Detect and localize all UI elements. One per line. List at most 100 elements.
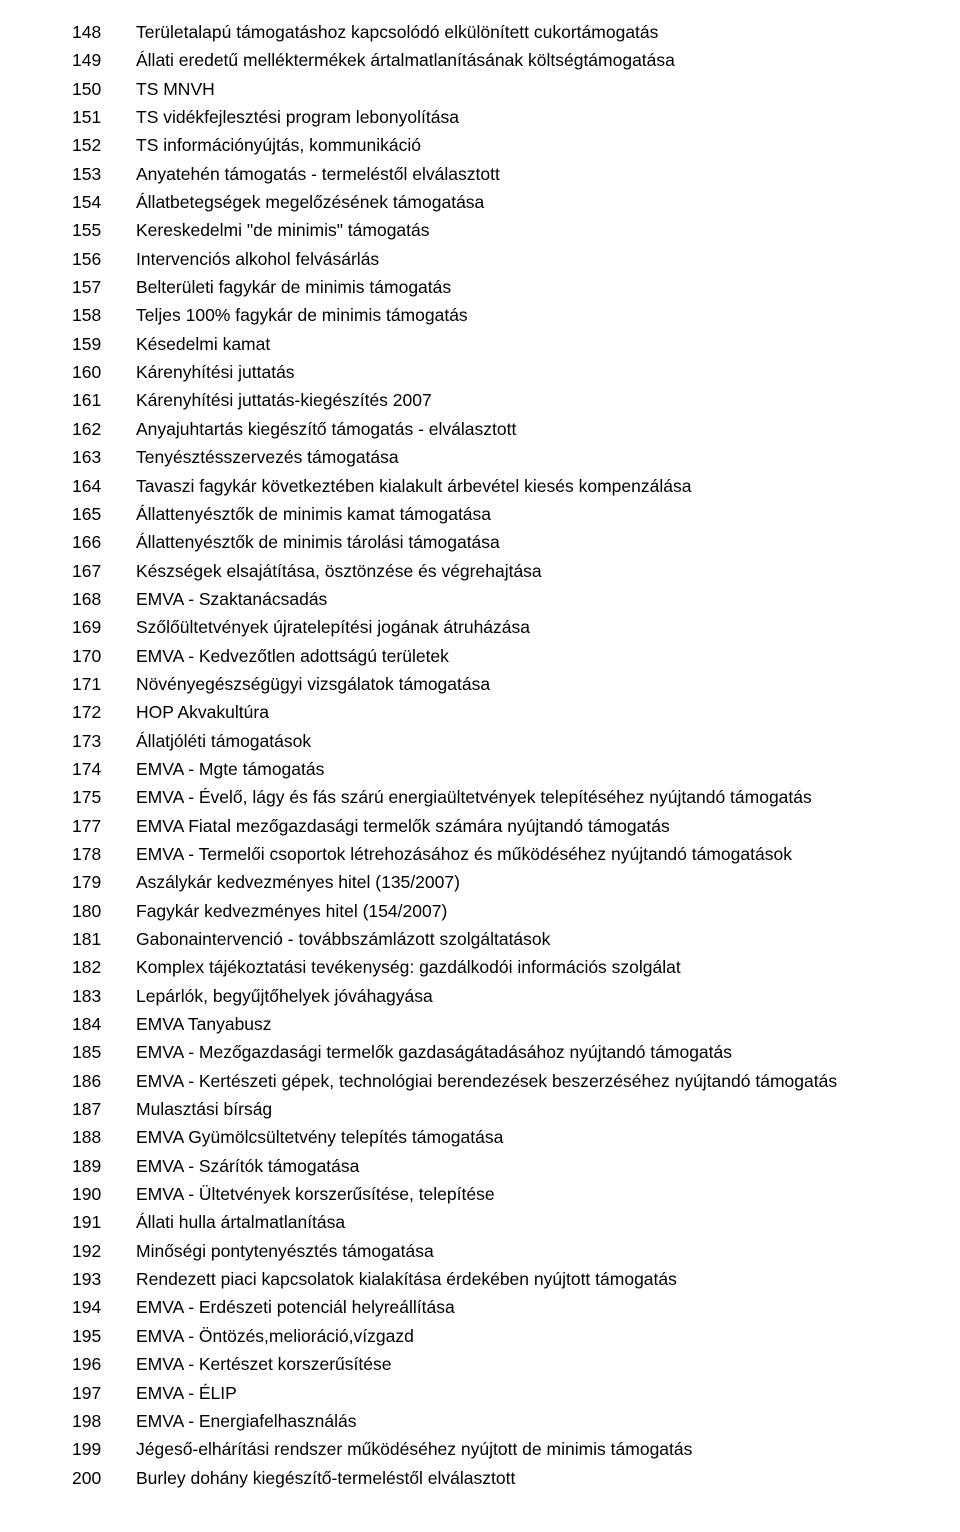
list-row: 153Anyatehén támogatás - termeléstől elv… (72, 160, 920, 188)
row-description: TS információnyújtás, kommunikáció (136, 131, 920, 159)
list-row: 148Területalapú támogatáshoz kapcsolódó … (72, 18, 920, 46)
list-row: 192Minőségi pontytenyésztés támogatása (72, 1237, 920, 1265)
list-row: 184EMVA Tanyabusz (72, 1010, 920, 1038)
row-description: HOP Akvakultúra (136, 698, 920, 726)
row-code: 160 (72, 358, 136, 386)
row-code: 192 (72, 1237, 136, 1265)
list-row: 200Burley dohány kiegészítő-termeléstől … (72, 1464, 920, 1492)
row-description: EMVA - Kedvezőtlen adottságú területek (136, 642, 920, 670)
row-description: Burley dohány kiegészítő-termeléstől elv… (136, 1464, 920, 1492)
list-row: 187Mulasztási bírság (72, 1095, 920, 1123)
row-code: 158 (72, 301, 136, 329)
row-description: EMVA - ÉLIP (136, 1379, 920, 1407)
row-code: 193 (72, 1265, 136, 1293)
row-description: Növényegészségügyi vizsgálatok támogatás… (136, 670, 920, 698)
row-description: EMVA - Öntözés,melioráció,vízgazd (136, 1322, 920, 1350)
row-code: 178 (72, 840, 136, 868)
row-code: 194 (72, 1293, 136, 1321)
row-code: 183 (72, 982, 136, 1010)
row-code: 150 (72, 75, 136, 103)
list-row: 158Teljes 100% fagykár de minimis támoga… (72, 301, 920, 329)
list-row: 188EMVA Gyümölcsültetvény telepítés támo… (72, 1123, 920, 1151)
list-row: 165Állattenyésztők de minimis kamat támo… (72, 500, 920, 528)
row-code: 171 (72, 670, 136, 698)
row-description: EMVA - Ültetvények korszerűsítése, telep… (136, 1180, 920, 1208)
row-code: 148 (72, 18, 136, 46)
row-description: Területalapú támogatáshoz kapcsolódó elk… (136, 18, 920, 46)
list-row: 189EMVA - Szárítók támogatása (72, 1152, 920, 1180)
row-code: 152 (72, 131, 136, 159)
list-row: 181Gabonaintervenció - továbbszámlázott … (72, 925, 920, 953)
row-description: EMVA - Energiafelhasználás (136, 1407, 920, 1435)
list-row: 197EMVA - ÉLIP (72, 1379, 920, 1407)
row-description: TS vidékfejlesztési program lebonyolítás… (136, 103, 920, 131)
row-code: 149 (72, 46, 136, 74)
row-description: Állattenyésztők de minimis tárolási támo… (136, 528, 920, 556)
row-code: 200 (72, 1464, 136, 1492)
row-code: 180 (72, 897, 136, 925)
row-description: Intervenciós alkohol felvásárlás (136, 245, 920, 273)
list-row: 161Kárenyhítési juttatás-kiegészítés 200… (72, 386, 920, 414)
row-description: TS MNVH (136, 75, 920, 103)
row-description: Anyatehén támogatás - termeléstől elvála… (136, 160, 920, 188)
row-description: Aszálykár kedvezményes hitel (135/2007) (136, 868, 920, 896)
row-code: 174 (72, 755, 136, 783)
row-description: Rendezett piaci kapcsolatok kialakítása … (136, 1265, 920, 1293)
list-row: 151TS vidékfejlesztési program lebonyolí… (72, 103, 920, 131)
row-code: 199 (72, 1435, 136, 1463)
row-code: 187 (72, 1095, 136, 1123)
list-row: 190EMVA - Ültetvények korszerűsítése, te… (72, 1180, 920, 1208)
row-code: 173 (72, 727, 136, 755)
row-code: 190 (72, 1180, 136, 1208)
row-description: EMVA - Mezőgazdasági termelők gazdaságát… (136, 1038, 920, 1066)
list-row: 152TS információnyújtás, kommunikáció (72, 131, 920, 159)
row-description: Állati eredetű melléktermékek ártalmatla… (136, 46, 920, 74)
row-code: 172 (72, 698, 136, 726)
row-description: Kárenyhítési juttatás (136, 358, 920, 386)
row-code: 182 (72, 953, 136, 981)
row-description: Állattenyésztők de minimis kamat támogat… (136, 500, 920, 528)
list-row: 160Kárenyhítési juttatás (72, 358, 920, 386)
row-code: 161 (72, 386, 136, 414)
list-row: 171Növényegészségügyi vizsgálatok támoga… (72, 670, 920, 698)
row-code: 179 (72, 868, 136, 896)
row-description: Teljes 100% fagykár de minimis támogatás (136, 301, 920, 329)
row-description: EMVA Gyümölcsültetvény telepítés támogat… (136, 1123, 920, 1151)
list-row: 183Lepárlók, begyűjtőhelyek jóváhagyása (72, 982, 920, 1010)
row-code: 186 (72, 1067, 136, 1095)
row-description: Állatjóléti támogatások (136, 727, 920, 755)
row-code: 159 (72, 330, 136, 358)
row-code: 191 (72, 1208, 136, 1236)
row-description: Készségek elsajátítása, ösztönzése és vé… (136, 557, 920, 585)
row-description: Szőlőültetvények újratelepítési jogának … (136, 613, 920, 641)
row-description: EMVA Tanyabusz (136, 1010, 920, 1038)
row-code: 197 (72, 1379, 136, 1407)
row-description: Gabonaintervenció - továbbszámlázott szo… (136, 925, 920, 953)
list-row: 159Késedelmi kamat (72, 330, 920, 358)
row-description: Anyajuhtartás kiegészítő támogatás - elv… (136, 415, 920, 443)
row-description: Állatbetegségek megelőzésének támogatása (136, 188, 920, 216)
row-code: 151 (72, 103, 136, 131)
row-code: 166 (72, 528, 136, 556)
list-row: 172HOP Akvakultúra (72, 698, 920, 726)
row-code: 195 (72, 1322, 136, 1350)
list-row: 166Állattenyésztők de minimis tárolási t… (72, 528, 920, 556)
row-code: 170 (72, 642, 136, 670)
list-row: 193Rendezett piaci kapcsolatok kialakítá… (72, 1265, 920, 1293)
list-row: 177EMVA Fiatal mezőgazdasági termelők sz… (72, 812, 920, 840)
list-row: 150TS MNVH (72, 75, 920, 103)
list-row: 168EMVA - Szaktanácsadás (72, 585, 920, 613)
row-code: 156 (72, 245, 136, 273)
row-code: 157 (72, 273, 136, 301)
list-row: 174EMVA - Mgte támogatás (72, 755, 920, 783)
list-row: 199Jégeső-elhárítási rendszer működéséhe… (72, 1435, 920, 1463)
row-description: Kereskedelmi "de minimis" támogatás (136, 216, 920, 244)
row-code: 188 (72, 1123, 136, 1151)
list-row: 185EMVA - Mezőgazdasági termelők gazdasá… (72, 1038, 920, 1066)
list-row: 157Belterületi fagykár de minimis támoga… (72, 273, 920, 301)
list-row: 195EMVA - Öntözés,melioráció,vízgazd (72, 1322, 920, 1350)
row-code: 196 (72, 1350, 136, 1378)
row-description: EMVA - Kertészeti gépek, technológiai be… (136, 1067, 920, 1095)
row-description: Tenyésztésszervezés támogatása (136, 443, 920, 471)
list-row: 180Fagykár kedvezményes hitel (154/2007) (72, 897, 920, 925)
